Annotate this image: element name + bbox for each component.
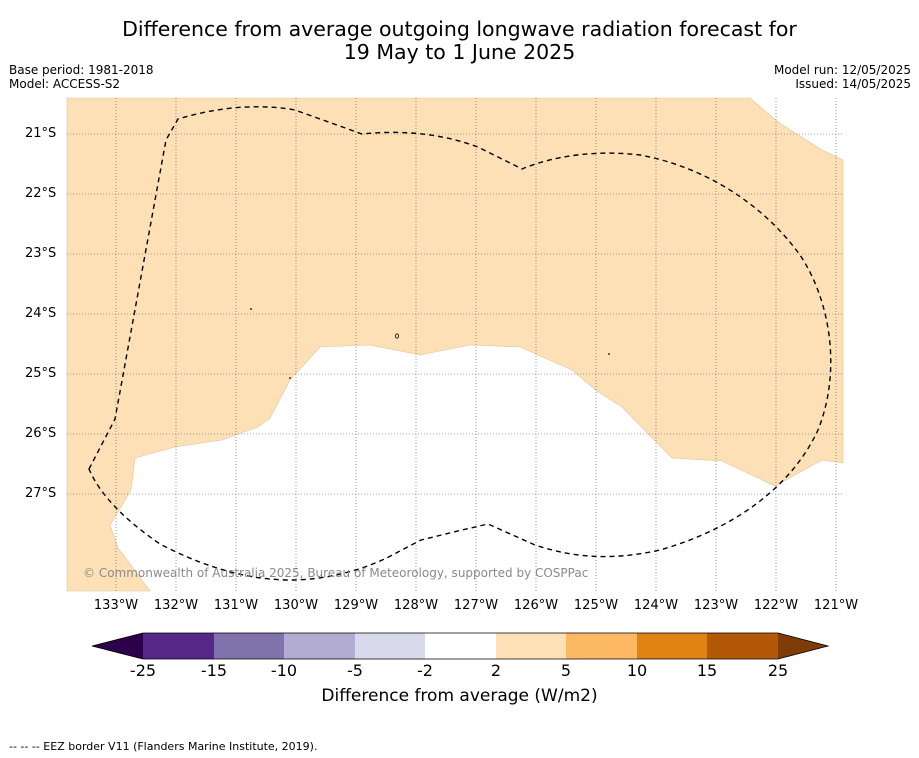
lon-label: 124°W [633,598,679,613]
lon-label: 130°W [273,598,319,613]
colorbar-bin-4 [355,633,425,659]
island-marker [289,377,291,379]
colorbar-bin-1 [143,633,214,659]
colorbar-tick: 2 [490,661,502,680]
lat-label: 22°S [25,186,57,201]
colorbar-tick: 25 [767,661,789,680]
colorbar-bin-9 [707,633,778,659]
title-line-2: 19 May to 1 June 2025 [343,40,576,64]
colorbar-label: Difference from average (W/m2) [321,686,598,706]
lat-label: 23°S [25,246,57,261]
colorbar-bin-5 [425,633,496,659]
island-marker [250,308,252,310]
meta-left: Base period: 1981-2018 Model: ACCESS-S2 [9,63,154,91]
colorbar-tick: -10 [270,661,298,680]
colorbar-tick: 15 [696,661,718,680]
lon-label: 133°W [93,598,139,613]
base-period: Base period: 1981-2018 [9,63,154,77]
lat-label: 27°S [25,486,57,501]
lon-label: 131°W [213,598,259,613]
issued-date: Issued: 14/05/2025 [795,77,911,91]
colorbar [91,632,830,660]
title-line-1: Difference from average outgoing longwav… [122,17,797,41]
lat-label: 24°S [25,306,57,321]
colorbar-bin-7 [566,633,637,659]
lon-label: 126°W [513,598,559,613]
lon-label: 122°W [753,598,799,613]
colorbar-tick: -15 [200,661,228,680]
lon-label: 123°W [693,598,739,613]
colorbar-tick: -2 [417,661,433,680]
lat-label: 26°S [25,426,57,441]
island-marker [394,333,399,339]
colorbar-bin-3 [284,633,355,659]
lon-label: 132°W [153,598,199,613]
island-marker [608,353,610,355]
colorbar-tick: -5 [347,661,363,680]
lon-label: 121°W [813,598,859,613]
lon-label: 125°W [573,598,619,613]
lon-label: 129°W [333,598,379,613]
lon-label: 128°W [393,598,439,613]
copyright-notice: © Commonwealth of Australia 2025, Bureau… [83,566,589,580]
model-name: Model: ACCESS-S2 [9,77,121,91]
model-run: Model run: 12/05/2025 [773,63,911,77]
colorbar-tick: 5 [560,661,572,680]
lat-label: 25°S [25,366,57,381]
lat-label: 21°S [25,126,57,141]
eez-border [88,106,832,581]
colorbar-bin-2 [214,633,284,659]
colorbar-outline [91,632,830,660]
colorbar-min-arrow [92,633,143,659]
lon-label: 127°W [453,598,499,613]
colorbar-tick: 10 [626,661,648,680]
colorbar-tick: -25 [129,661,157,680]
eez-footnote: -- -- -- EEZ border V11 (Flanders Marine… [9,740,318,753]
colorbar-bin-6 [496,633,566,659]
colorbar-max-arrow [778,633,828,659]
anomaly-region-2-5 [66,97,844,592]
meta-right: Model run: 12/05/2025 Issued: 14/05/2025 [774,63,911,91]
colorbar-bin-8 [637,633,707,659]
map-title: Difference from average outgoing longwav… [0,18,919,64]
graticule [67,98,843,591]
